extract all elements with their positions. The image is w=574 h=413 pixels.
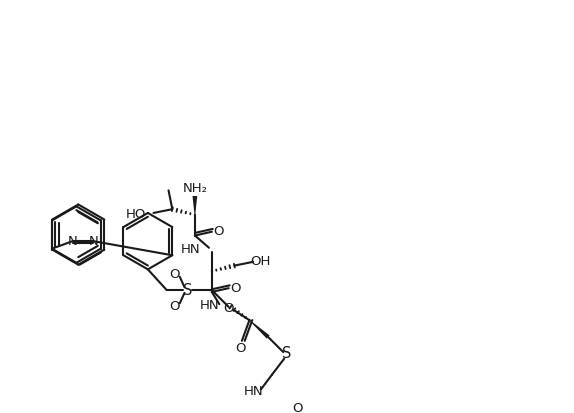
Text: HO: HO bbox=[126, 208, 146, 221]
Text: O: O bbox=[292, 402, 302, 413]
Polygon shape bbox=[192, 196, 197, 215]
Text: S: S bbox=[282, 347, 292, 361]
Text: O: O bbox=[235, 342, 245, 355]
Text: NH₂: NH₂ bbox=[183, 182, 207, 195]
Text: O: O bbox=[213, 225, 224, 238]
Text: N: N bbox=[88, 235, 98, 248]
Text: O: O bbox=[169, 268, 180, 280]
Text: HN: HN bbox=[181, 243, 200, 256]
Text: OH: OH bbox=[250, 255, 271, 268]
Text: HN: HN bbox=[200, 299, 219, 311]
Text: O: O bbox=[223, 302, 234, 316]
Text: O: O bbox=[169, 299, 180, 313]
Text: HN: HN bbox=[243, 385, 263, 398]
Text: S: S bbox=[183, 282, 192, 297]
Text: N: N bbox=[68, 235, 77, 248]
Polygon shape bbox=[249, 320, 270, 339]
Text: O: O bbox=[230, 282, 241, 294]
